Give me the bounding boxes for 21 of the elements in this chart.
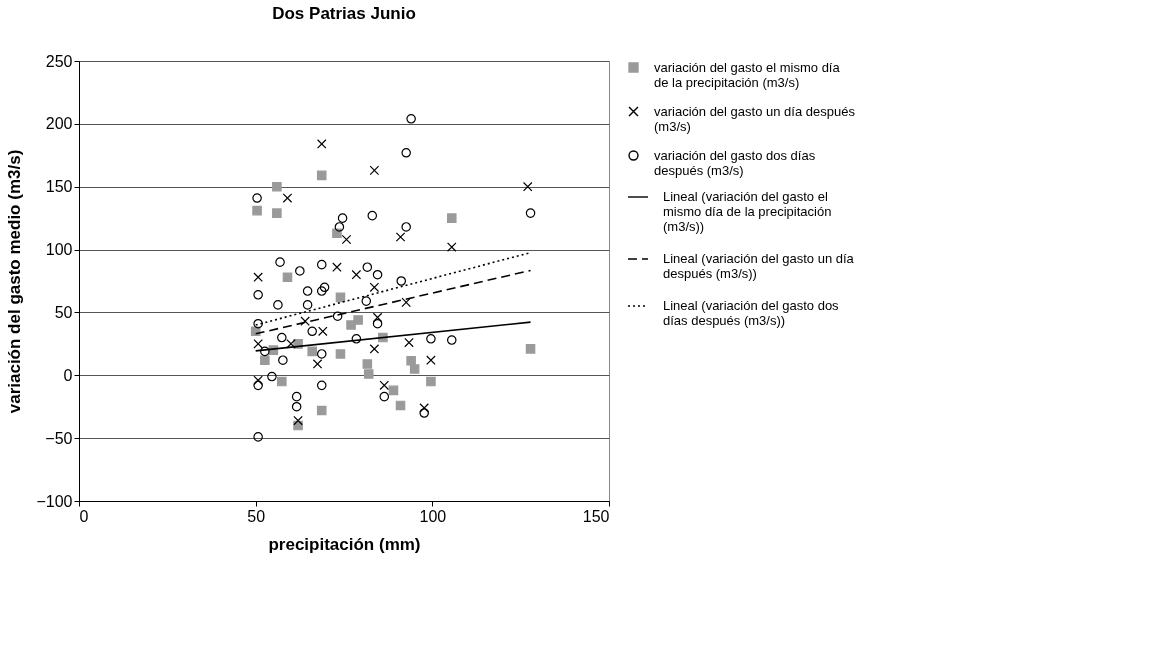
y-tick-label: 200 <box>45 115 73 133</box>
y-tick-label: 250 <box>45 52 73 70</box>
y-tick-label: −50 <box>45 429 73 447</box>
legend-label: Lineal (variación del gasto un día después (m3/s)) <box>663 251 855 281</box>
legend-label: variación del gasto el mismo día de la precipitación (m3/s) <box>654 59 841 90</box>
y-tick-label: −100 <box>36 492 73 510</box>
x-tick-label: 150 <box>582 507 610 525</box>
legend-label: variación del gasto dos días después (m3/s) <box>654 147 816 178</box>
legend-label: Lineal (variación del gasto el mismo día de la precipitación (m3/s)) <box>663 189 832 234</box>
x-axis-title: precipitación (mm) <box>268 534 421 554</box>
x-tick-label: 100 <box>419 507 447 525</box>
y-tick-label: 100 <box>45 241 73 259</box>
y-tick-label: 50 <box>54 303 73 321</box>
chart-title: Dos Patrias Junio <box>272 4 416 23</box>
y-axis-title: variación del gasto medio (m3/s) <box>5 149 25 414</box>
x-tick-label: 0 <box>79 507 89 525</box>
y-tick-label: 150 <box>45 178 73 196</box>
x-tick-label: 50 <box>247 507 266 525</box>
y-tick-label: 0 <box>63 366 73 384</box>
legend-label: Lineal (variación del gasto dos días después (m3/s)) <box>663 298 840 328</box>
legend-label: variación del gasto un día después (m3/s) <box>654 103 856 134</box>
